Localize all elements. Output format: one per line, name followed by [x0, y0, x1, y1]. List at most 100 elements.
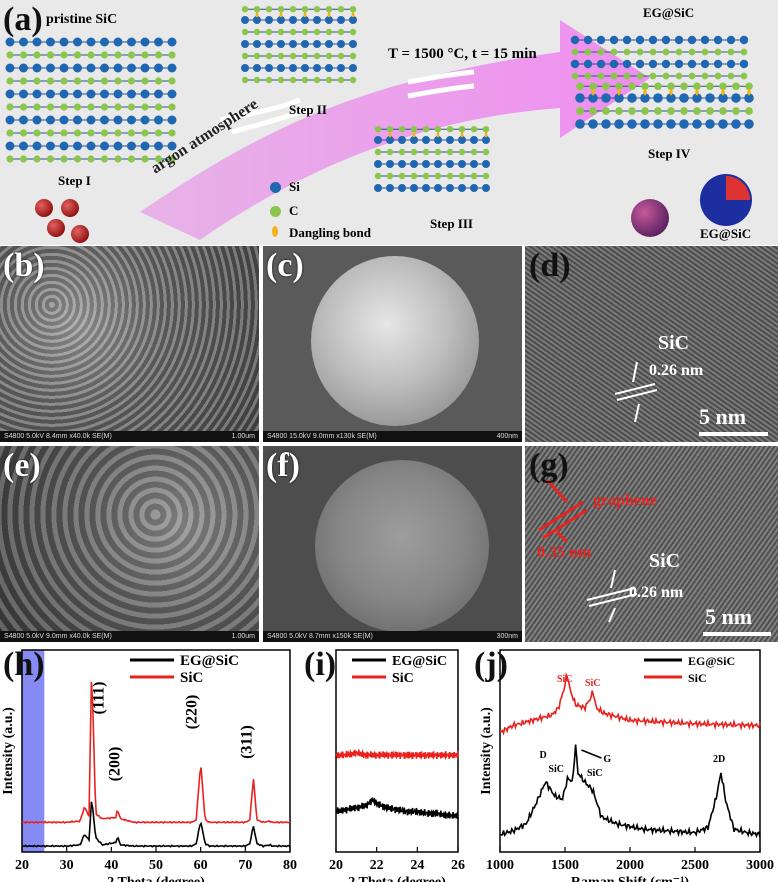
dangling-bond [721, 88, 725, 96]
c-atom [87, 77, 95, 85]
si-atom [349, 16, 357, 24]
si-atom [46, 141, 55, 151]
panel-i-xrd-zoom-chart: 20 22 24 26 2 Theta (degree) EG@SiC SiC (i) [300, 646, 470, 882]
dangling-bond [695, 88, 699, 96]
sic-sphere [61, 199, 79, 217]
si-atom [705, 119, 715, 129]
si-atom [19, 63, 28, 73]
legend-label: EG@SiC [688, 654, 735, 668]
si-atom [100, 37, 109, 47]
c-atom [446, 148, 454, 156]
dangling-bond [279, 11, 283, 18]
sem-particles [0, 246, 259, 442]
c-atom [73, 155, 82, 163]
si-atom [446, 136, 454, 144]
si-atom [588, 93, 598, 103]
c-atom [87, 103, 95, 111]
si-atom [19, 115, 28, 125]
c-atom [410, 172, 418, 180]
c-atom [422, 148, 430, 156]
c-atom [688, 72, 696, 80]
si-atom [154, 37, 163, 47]
si-atom [596, 59, 606, 69]
c-atom [349, 76, 357, 84]
panel-f-sem: (f) S4800 5.0kV 8.7mm x150k SE(M) 300nm [263, 446, 522, 642]
c-atom [470, 148, 478, 156]
sem-info: S4800 15.0kV 9.0mm x130k SE(M) [267, 433, 377, 440]
schematic-canvas [5, 6, 754, 243]
peak-label: (111) [91, 682, 108, 715]
si-atom [5, 89, 15, 99]
c-atom [73, 51, 82, 59]
si-atom [337, 40, 345, 48]
si-atom [687, 59, 697, 69]
c-atom [654, 82, 662, 91]
sic-sphere [631, 199, 669, 237]
c-atom [60, 129, 68, 137]
c-atom [325, 28, 333, 36]
si-atom [59, 37, 69, 47]
c-atom [114, 129, 122, 137]
c-atom [667, 107, 675, 115]
x-tick-label: 2000 [616, 858, 644, 873]
panel-label-c: (c) [266, 247, 304, 284]
c-atom [127, 155, 136, 163]
c-atom [241, 28, 249, 36]
si-atom [113, 63, 123, 73]
c-atom [154, 77, 163, 85]
c-atom [701, 72, 709, 80]
c-legend-icon [270, 206, 281, 217]
series-line-sic [21, 681, 291, 825]
si-atom [674, 59, 684, 69]
step-1-label: Step I [58, 173, 91, 188]
si-atom [692, 119, 702, 129]
panel-label-h: (h) [3, 646, 45, 683]
si-atom [627, 93, 637, 103]
c-atom [253, 28, 261, 36]
graphene-layers [570, 35, 749, 80]
si-atom [32, 63, 42, 73]
c-atom [141, 129, 149, 137]
si-atom [46, 37, 55, 47]
sem-info: S4800 5.0kV 8.4mm x40.0k SE(M) [4, 433, 112, 440]
si-atom [570, 59, 580, 69]
c-atom [706, 82, 714, 91]
si-atom [277, 40, 285, 48]
si-atom [614, 119, 624, 129]
c-atom [649, 48, 657, 56]
si-atom [635, 35, 645, 45]
si-atom [700, 35, 710, 45]
c-atom [714, 48, 722, 56]
si-atom [19, 141, 28, 151]
x-tick-label: 20 [15, 858, 29, 873]
panel-label-b: (b) [3, 247, 45, 284]
c-atom [482, 126, 490, 133]
c-atom [277, 76, 285, 84]
scale-label: 400nm [496, 433, 518, 440]
c-atom [265, 76, 273, 84]
c-atom [114, 155, 122, 163]
si-atom [289, 16, 297, 24]
c-atom [114, 51, 122, 59]
c-atom [265, 52, 273, 60]
sem-info: S4800 5.0kV 8.7mm x150k SE(M) [267, 633, 373, 640]
c-atom [313, 52, 321, 60]
si-atom [301, 40, 309, 48]
peak-annotation: SiC [587, 768, 603, 779]
si-atom [609, 35, 619, 45]
peak-label: (311) [238, 725, 255, 759]
c-atom [168, 77, 176, 85]
sem-info-bar: S4800 5.0kV 9.0mm x40.0k SE(M) 1.00um [0, 631, 259, 642]
dangling-bond [617, 88, 621, 96]
si-atom [700, 59, 710, 69]
panel-label-i: (i) [304, 646, 337, 683]
c-atom [349, 28, 357, 36]
c-atom [654, 107, 662, 115]
si-atom [127, 141, 136, 151]
si-atom [718, 93, 728, 103]
si-atom [73, 141, 82, 151]
si-atom [713, 59, 723, 69]
si-atom [19, 89, 28, 99]
c-atom [277, 6, 285, 13]
si-atom [73, 37, 82, 47]
